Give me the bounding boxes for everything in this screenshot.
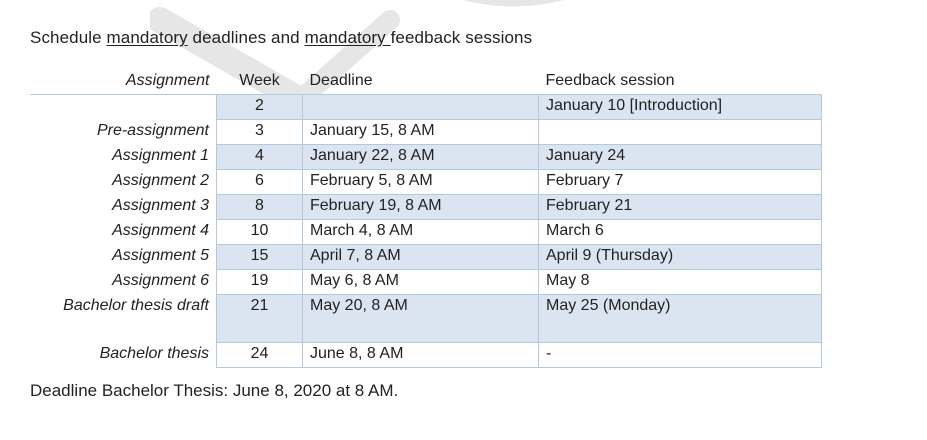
cell-week: 6	[216, 169, 303, 195]
schedule-table: Assignment Week Deadline Feedback sessio…	[30, 70, 822, 368]
header-week: Week	[239, 72, 280, 89]
table-row: Assignment 5 15 April 7, 8 AM April 9 (T…	[30, 244, 822, 270]
table-row: Assignment 4 10 March 4, 8 AM March 6	[30, 219, 822, 245]
cell-deadline: January 15, 8 AM	[302, 119, 539, 145]
cell-assignment: Assignment 5	[112, 246, 209, 264]
cell-deadline	[302, 94, 539, 120]
header-assignment: Assignment	[125, 72, 210, 89]
cell-feedback: April 9 (Thursday)	[538, 244, 822, 270]
cell-assignment: Pre-assignment	[96, 121, 209, 139]
cell-assignment: Assignment 4	[112, 221, 209, 239]
cell-deadline: February 5, 8 AM	[302, 169, 539, 195]
cell-assignment: Assignment 2	[112, 171, 209, 189]
cell-week: 8	[216, 194, 303, 220]
cell-feedback	[538, 119, 822, 145]
table-row: Pre-assignment 3 January 15, 8 AM	[30, 119, 822, 145]
footer-deadline-note: Deadline Bachelor Thesis: June 8, 2020 a…	[30, 381, 399, 400]
header-deadline: Deadline	[309, 72, 373, 89]
cell-deadline: April 7, 8 AM	[302, 244, 539, 270]
mandatory-underline-2: mandatory	[304, 28, 391, 47]
cell-week: 21	[216, 294, 303, 343]
header-feedback: Feedback session	[545, 72, 675, 89]
cell-feedback: February 21	[538, 194, 822, 220]
page-heading: Schedule mandatory deadlines and mandato…	[30, 28, 533, 47]
table-row: Assignment 3 8 February 19, 8 AM Februar…	[30, 194, 822, 220]
cell-feedback: May 8	[538, 269, 822, 295]
cell-assignment: Assignment 3	[112, 196, 209, 214]
table-row: Bachelor thesis draft 21 May 20, 8 AM Ma…	[30, 294, 822, 343]
cell-deadline: March 4, 8 AM	[302, 219, 539, 245]
cell-week: 19	[216, 269, 303, 295]
table-row: Assignment 2 6 February 5, 8 AM February…	[30, 169, 822, 195]
cell-week: 3	[216, 119, 303, 145]
cell-feedback: January 10 [Introduction]	[538, 94, 822, 120]
cell-assignment: Assignment 1	[112, 146, 209, 164]
cell-deadline: February 19, 8 AM	[302, 194, 539, 220]
cell-assignment: Assignment 6	[112, 271, 209, 289]
table-row: Bachelor thesis 24 June 8, 8 AM -	[30, 342, 822, 368]
cell-deadline: May 20, 8 AM	[302, 294, 539, 343]
table-row: 2 January 10 [Introduction]	[30, 94, 822, 120]
cell-assignment: Bachelor thesis	[99, 344, 209, 362]
mandatory-underline-1: mandatory	[106, 28, 188, 47]
cell-week: 24	[216, 342, 303, 368]
cell-deadline: January 22, 8 AM	[302, 144, 539, 170]
cell-feedback: -	[538, 342, 822, 368]
cell-feedback: March 6	[538, 219, 822, 245]
cell-week: 15	[216, 244, 303, 270]
table-row: Assignment 6 19 May 6, 8 AM May 8	[30, 269, 822, 295]
cell-week: 10	[216, 219, 303, 245]
table-header-row: Assignment Week Deadline Feedback sessio…	[30, 70, 822, 95]
cell-feedback: February 7	[538, 169, 822, 195]
table-row: Assignment 1 4 January 22, 8 AM January …	[30, 144, 822, 170]
cell-assignment	[30, 95, 217, 120]
cell-week: 4	[216, 144, 303, 170]
cell-feedback: May 25 (Monday)	[538, 294, 822, 343]
cell-assignment: Bachelor thesis draft	[63, 296, 209, 314]
cell-deadline: June 8, 8 AM	[302, 342, 539, 368]
cell-deadline: May 6, 8 AM	[302, 269, 539, 295]
cell-feedback: January 24	[538, 144, 822, 170]
cell-week: 2	[216, 94, 303, 120]
